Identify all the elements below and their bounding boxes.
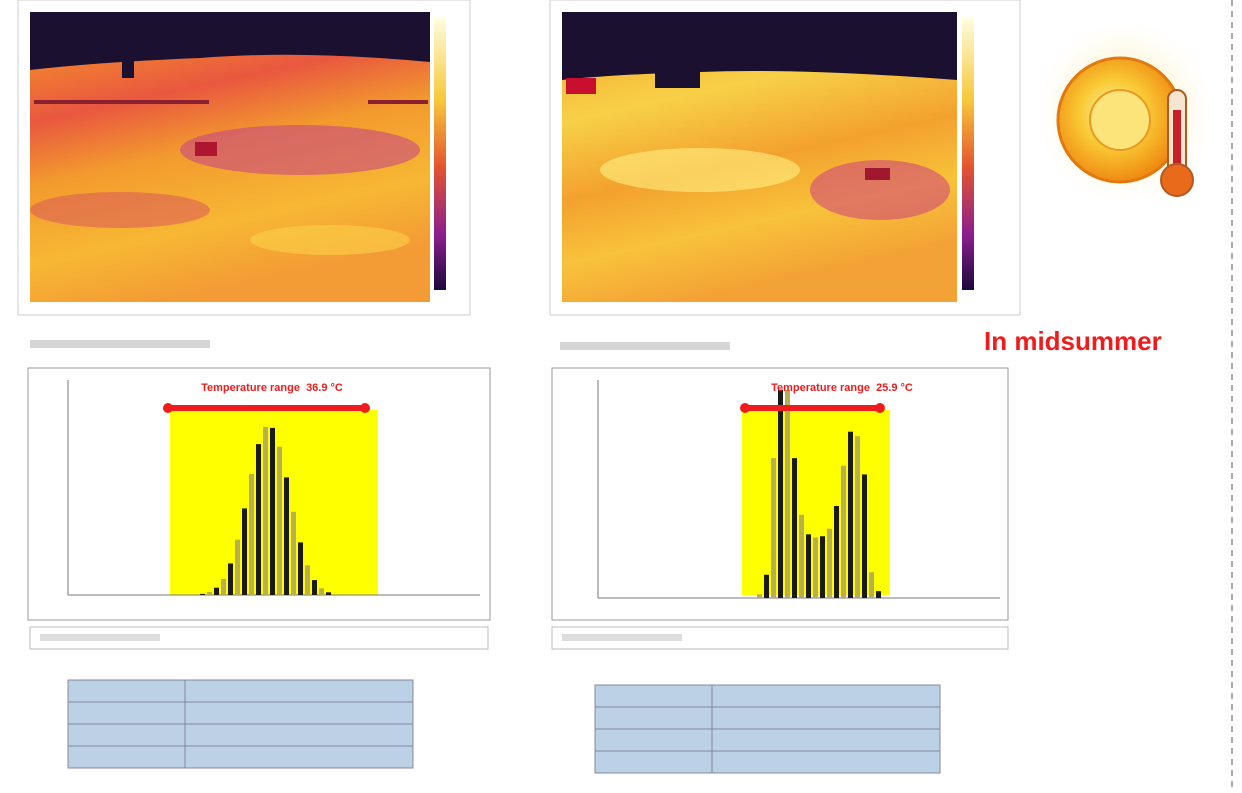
histogram-bar <box>249 474 254 595</box>
histogram-bar <box>869 572 874 598</box>
stats-table-right <box>594 684 941 774</box>
histogram-bar <box>200 593 205 595</box>
histogram-bar <box>813 537 818 598</box>
histogram-bar <box>319 588 324 595</box>
histogram-bar <box>263 426 268 595</box>
histogram-bar <box>277 446 282 595</box>
histogram-bar <box>235 539 240 595</box>
range-label: Temperature range 36.9 °C <box>201 382 343 394</box>
histogram-bar <box>312 580 317 595</box>
histogram-bar <box>242 508 247 595</box>
histogram-bar <box>291 511 296 595</box>
histogram-bar <box>876 591 881 598</box>
histogram-bar <box>228 563 233 595</box>
range-label: Temperature range 25.9 °C <box>771 382 913 394</box>
range-marker: Temperature range 25.9 °C <box>740 382 913 413</box>
histogram-bar <box>862 474 867 598</box>
histogram-bar <box>305 565 310 595</box>
histogram-bar <box>284 477 289 595</box>
histogram-bar <box>855 436 860 598</box>
histogram-bar <box>820 536 825 598</box>
caption-placeholder <box>30 340 210 348</box>
thermal-image-left <box>17 0 471 316</box>
histogram-bar <box>270 427 275 595</box>
histogram-left <box>27 367 491 650</box>
caption: In midsummer <box>984 326 1162 356</box>
histogram-bar <box>326 592 331 595</box>
histogram-bar <box>256 444 261 595</box>
histogram-bar <box>214 587 219 595</box>
histogram-bar <box>298 542 303 595</box>
histogram-bar <box>848 431 853 598</box>
histogram-bar <box>785 389 790 598</box>
range-marker: Temperature range 36.9 °C <box>163 382 370 413</box>
histogram-bar <box>207 592 212 595</box>
histogram-bar <box>221 578 226 595</box>
histogram-bar <box>764 574 769 598</box>
caption-placeholder <box>560 342 730 350</box>
thermal-image-right <box>549 0 1021 316</box>
histogram-bar <box>792 458 797 598</box>
histogram-bar <box>778 389 783 598</box>
sun-icon <box>1035 20 1215 205</box>
histogram-bar <box>806 534 811 598</box>
histogram-bar <box>834 505 839 598</box>
histogram-bar <box>757 594 762 598</box>
stats-table-left <box>67 679 414 769</box>
histogram-bar <box>799 514 804 598</box>
histogram-bar <box>771 458 776 598</box>
histogram-bar <box>841 465 846 598</box>
histogram-bar <box>827 528 832 598</box>
